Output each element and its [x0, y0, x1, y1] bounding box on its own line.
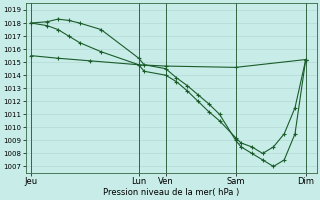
X-axis label: Pression niveau de la mer( hPa ): Pression niveau de la mer( hPa ): [103, 188, 239, 197]
